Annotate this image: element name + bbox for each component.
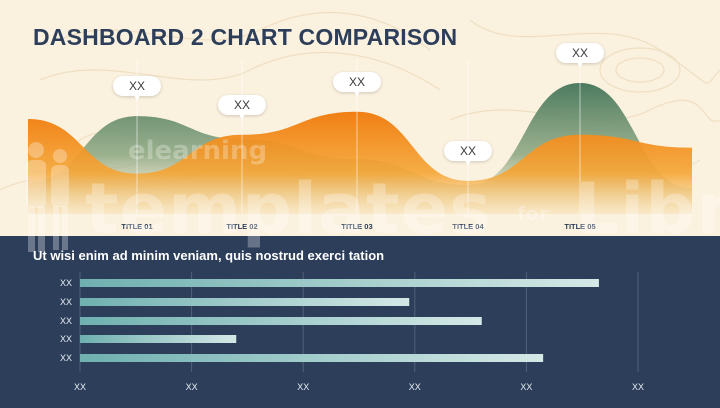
- area-category-label: TITLE 04: [452, 222, 484, 231]
- area-category-label: TITLE 03: [341, 222, 372, 231]
- area-data-label: XX: [556, 42, 604, 68]
- area-data-label: XX: [113, 76, 161, 102]
- area-data-label: XX: [218, 94, 266, 120]
- area-data-label: XX: [333, 71, 381, 97]
- bar-x-tick-label: XX: [520, 382, 532, 392]
- area-category-label: TITLE 02: [226, 222, 257, 231]
- page-title: DASHBOARD 2 CHART COMPARISON: [33, 24, 458, 50]
- bar: [80, 317, 482, 325]
- area-category-label: TITLE 05: [564, 222, 595, 231]
- area-chart: TITLE 01 TITLE 02 TITLE 03 TITLE 04 TITLE 05: [28, 60, 692, 231]
- bar-category-label: XX: [60, 297, 72, 307]
- bar: [80, 298, 410, 306]
- bar-category-label: XX: [60, 334, 72, 344]
- bar-category-label: XX: [60, 353, 72, 363]
- bar-x-tick-label: XX: [632, 382, 644, 392]
- bar-x-tick-label: XX: [74, 382, 86, 392]
- bar: [80, 335, 237, 343]
- area-category-label: TITLE 01: [121, 222, 152, 231]
- bar-x-tick-label: XX: [409, 382, 421, 392]
- subtitle: Ut wisi enim ad minim veniam, quis nostr…: [33, 248, 385, 263]
- area-series-2: [28, 111, 692, 214]
- bar-x-tick-label: XX: [186, 382, 198, 392]
- bar: [80, 354, 544, 362]
- bar: [80, 279, 599, 287]
- bar-x-tick-label: XX: [297, 382, 309, 392]
- bar-category-label: XX: [60, 316, 72, 326]
- top-section: DASHBOARD 2 CHART COMPARISON TITLE 01 TIT…: [0, 12, 720, 231]
- bar-category-label: XX: [60, 278, 72, 288]
- area-data-label: XX: [444, 140, 492, 166]
